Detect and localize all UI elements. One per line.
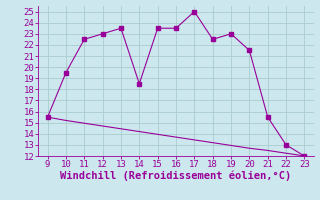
X-axis label: Windchill (Refroidissement éolien,°C): Windchill (Refroidissement éolien,°C) [60,171,292,181]
